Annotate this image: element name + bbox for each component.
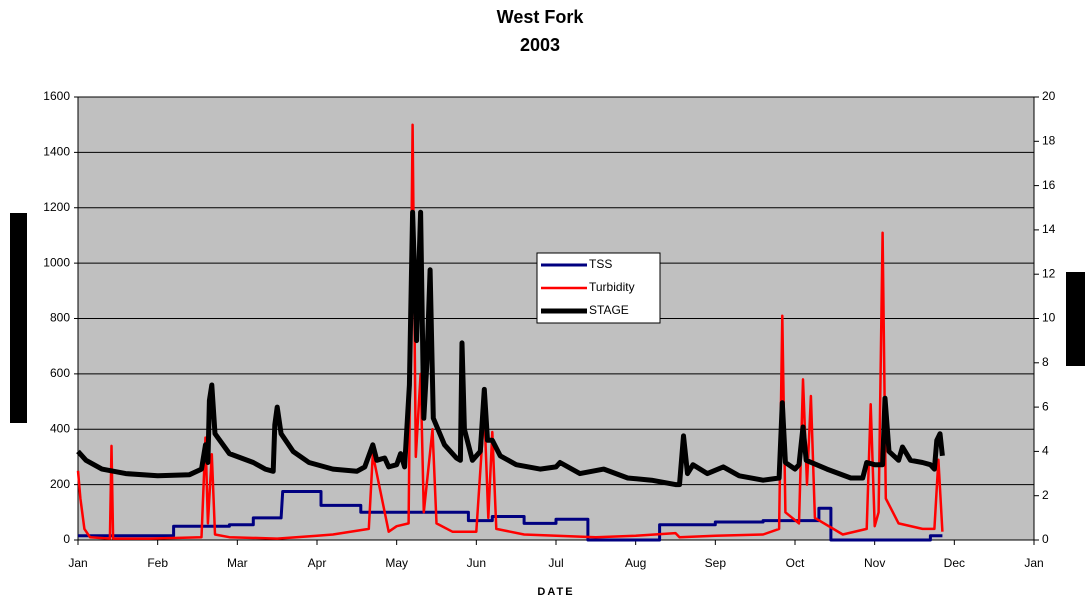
legend-label: STAGE <box>589 303 629 317</box>
y2-tick-label: 12 <box>1042 266 1056 280</box>
x-tick-label: May <box>385 556 408 570</box>
y-tick-label: 1000 <box>43 255 70 269</box>
chart-title: 2003 <box>520 35 560 55</box>
y2-tick-label: 14 <box>1042 222 1056 236</box>
y2-tick-label: 6 <box>1042 399 1049 413</box>
y-tick-label: 1400 <box>43 145 70 159</box>
redacted-label <box>10 213 27 423</box>
plot-border <box>77 96 1035 541</box>
x-tick-label: Jul <box>548 556 563 570</box>
series-line <box>76 209 945 488</box>
x-tick-label: Feb <box>147 556 168 570</box>
y-tick-label: 200 <box>50 477 70 491</box>
legend-label: TSS <box>589 257 612 271</box>
y-tick-label: 1600 <box>43 89 70 103</box>
y-tick-label: 1200 <box>43 200 70 214</box>
x-tick-label: Nov <box>864 556 885 570</box>
y-tick-label: 800 <box>50 311 70 325</box>
y2-tick-label: 20 <box>1042 89 1056 103</box>
x-tick-label: Jan <box>1024 556 1043 570</box>
x-tick-label: Jan <box>68 556 87 570</box>
y2-tick-label: 2 <box>1042 488 1049 502</box>
y-tick-label: 0 <box>63 532 70 546</box>
x-tick-label: Sep <box>705 556 727 570</box>
y-tick-label: 600 <box>50 366 70 380</box>
chart-title: West Fork <box>497 7 585 27</box>
x-tick-label: Mar <box>227 556 248 570</box>
y2-tick-label: 0 <box>1042 532 1049 546</box>
y2-tick-label: 18 <box>1042 133 1056 147</box>
y2-tick-label: 10 <box>1042 311 1056 325</box>
x-tick-label: Dec <box>944 556 965 570</box>
redacted-label <box>1066 272 1085 366</box>
x-tick-label: Jun <box>467 556 486 570</box>
legend-label: Turbidity <box>589 280 635 294</box>
x-tick-label: Aug <box>625 556 646 570</box>
x-axis-label: DATE <box>537 586 574 598</box>
y2-tick-label: 8 <box>1042 355 1049 369</box>
x-tick-label: Apr <box>308 556 327 570</box>
y2-tick-label: 4 <box>1042 444 1049 458</box>
x-tick-label: Oct <box>786 556 805 570</box>
series-line <box>78 490 943 542</box>
y-tick-label: 400 <box>50 421 70 435</box>
y2-tick-label: 16 <box>1042 178 1056 192</box>
